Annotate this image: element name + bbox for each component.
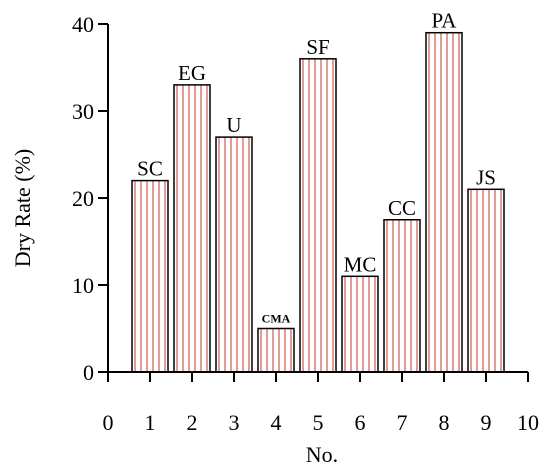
x-tick-label: 0: [103, 410, 114, 435]
x-tick-label: 3: [229, 410, 240, 435]
bar-label-cma: CMA: [262, 312, 291, 326]
bar-label-eg: EG: [178, 61, 206, 85]
bar-label-js: JS: [476, 165, 496, 189]
x-tick-label: 5: [313, 410, 324, 435]
bar-cma: [257, 327, 295, 373]
bar-u: [215, 136, 253, 373]
x-tick-label: 4: [271, 410, 282, 435]
y-tick-label: 0: [83, 360, 94, 385]
x-tick-label: 6: [355, 410, 366, 435]
bar-pa: [425, 31, 463, 373]
bar-label-u: U: [226, 113, 241, 137]
y-tick-label: 20: [72, 186, 94, 211]
bar-sc: [131, 179, 169, 373]
bar-js: [467, 188, 505, 373]
x-axis-title: No.: [306, 442, 338, 467]
bar-mc: [341, 275, 379, 373]
y-tick-label: 10: [72, 273, 94, 298]
bar-sf: [299, 58, 337, 373]
y-tick-label: 30: [72, 99, 94, 124]
x-tick-label: 2: [187, 410, 198, 435]
bars: [131, 31, 505, 373]
bar-label-pa: PA: [432, 9, 458, 33]
bar-cc: [383, 219, 421, 373]
bar-label-mc: MC: [344, 252, 377, 276]
axes: 0 10 20 30 40 0 1 2 3 4 5 6 7 8 9 10: [72, 12, 539, 435]
y-axis-title: Dry Rate (%): [10, 149, 35, 268]
x-tick-label: 9: [481, 410, 492, 435]
x-tick-label: 8: [439, 410, 450, 435]
bar-eg: [173, 84, 211, 373]
x-tick-label: 1: [145, 410, 156, 435]
bar-label-sc: SC: [137, 157, 163, 181]
bar-label-sf: SF: [306, 35, 329, 59]
bar-label-cc: CC: [388, 196, 416, 220]
x-tick-label: 10: [517, 410, 539, 435]
bar-labels: SC EG U CMA SF MC CC PA JS: [137, 9, 496, 326]
x-tick-label: 7: [397, 410, 408, 435]
y-tick-label: 40: [72, 12, 94, 37]
